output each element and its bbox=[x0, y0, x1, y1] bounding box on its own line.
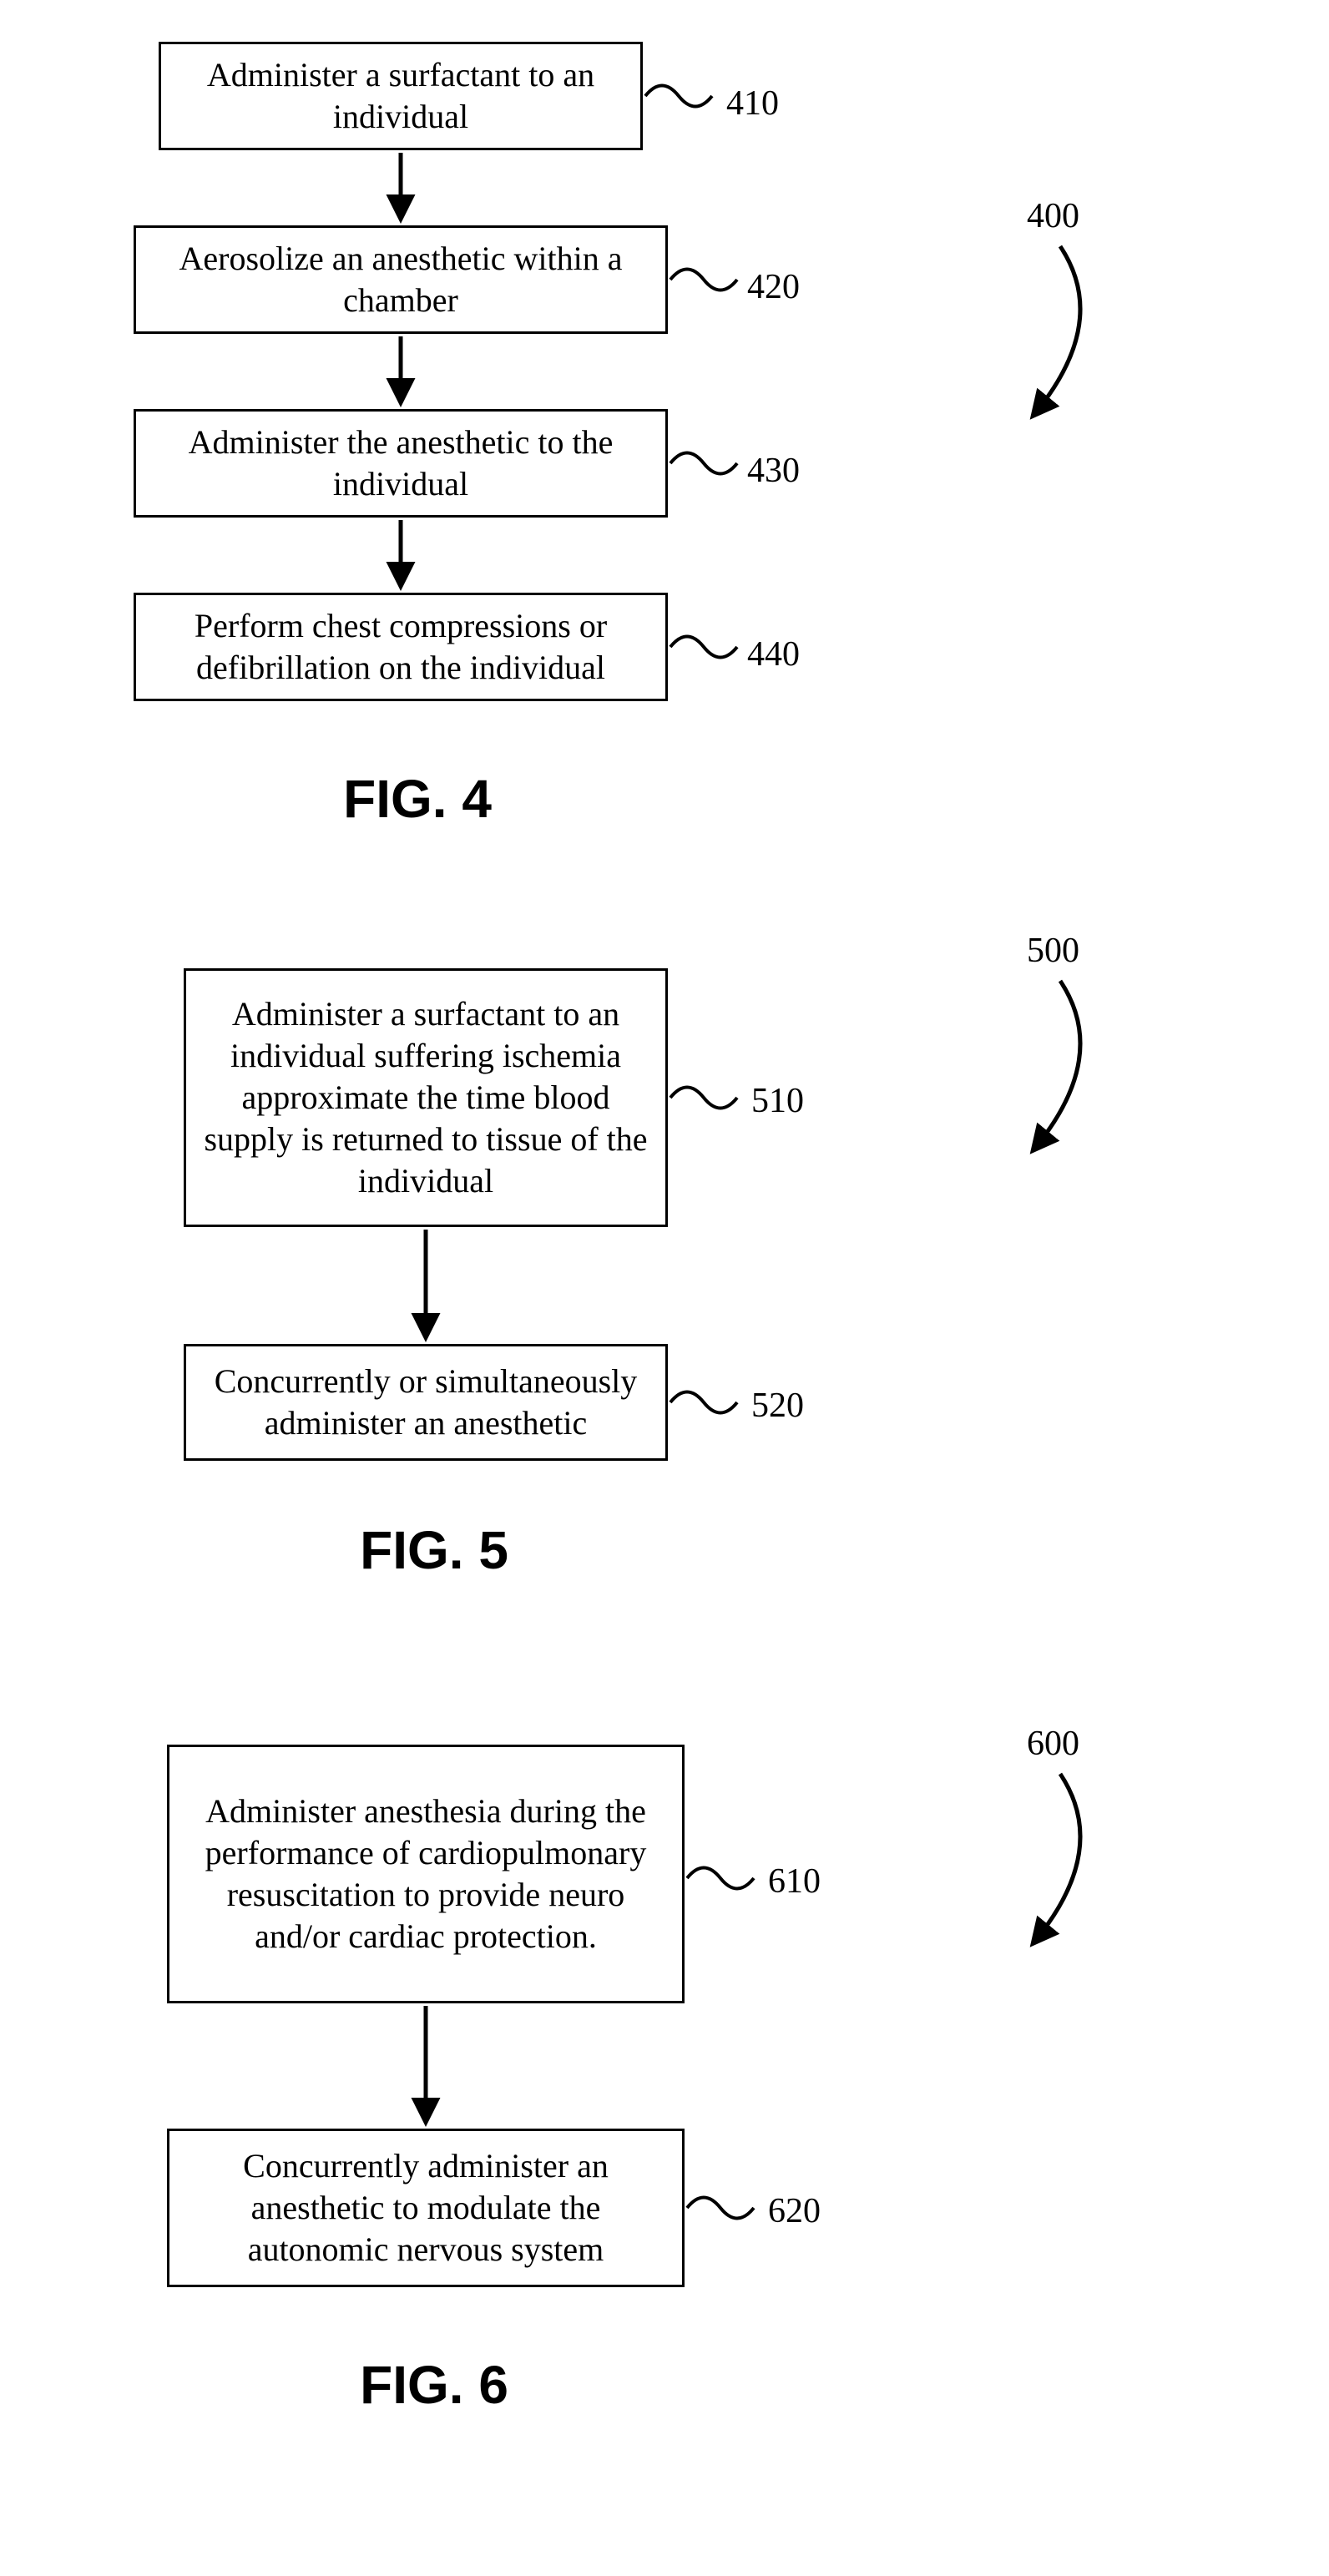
fig5-step-2: Concurrently or simultaneously administe… bbox=[184, 1344, 668, 1461]
fig4-title: FIG. 4 bbox=[317, 768, 518, 830]
fig4-step-2-text: Aerosolize an anesthetic within a chambe… bbox=[153, 238, 649, 321]
fig4-step-2: Aerosolize an anesthetic within a chambe… bbox=[134, 225, 668, 334]
fig4-step-4: Perform chest compressions or defibrilla… bbox=[134, 593, 668, 701]
fig6-step-2: Concurrently administer an anesthetic to… bbox=[167, 2129, 685, 2287]
fig4-step-4-ref: 440 bbox=[747, 634, 800, 674]
fig4-step-1-ref: 410 bbox=[726, 83, 779, 124]
figure-4: Administer a surfactant to an individual… bbox=[0, 0, 1329, 885]
fig5-step-1-text: Administer a surfactant to an individual… bbox=[203, 993, 649, 1202]
fig4-step-1-text: Administer a surfactant to an individual bbox=[178, 54, 624, 138]
fig4-step-1: Administer a surfactant to an individual bbox=[159, 42, 643, 150]
fig5-step-2-ref: 520 bbox=[751, 1386, 804, 1426]
fig4-ref: 400 bbox=[1027, 196, 1079, 236]
fig4-step-3-text: Administer the anesthetic to the individ… bbox=[153, 422, 649, 505]
fig6-step-1: Administer anesthesia during the perform… bbox=[167, 1745, 685, 2003]
fig4-step-4-text: Perform chest compressions or defibrilla… bbox=[153, 605, 649, 689]
fig4-step-3-ref: 430 bbox=[747, 451, 800, 491]
fig4-step-3: Administer the anesthetic to the individ… bbox=[134, 409, 668, 518]
fig6-step-1-ref: 610 bbox=[768, 1861, 821, 1902]
fig5-title: FIG. 5 bbox=[334, 1519, 534, 1581]
fig6-ref: 600 bbox=[1027, 1724, 1079, 1764]
fig6-step-1-text: Administer anesthesia during the perform… bbox=[186, 1791, 665, 1957]
fig6-step-2-ref: 620 bbox=[768, 2191, 821, 2231]
fig5-step-2-text: Concurrently or simultaneously administe… bbox=[203, 1361, 649, 1444]
page: Administer a surfactant to an individual… bbox=[0, 0, 1329, 2576]
figure-6: Administer anesthesia during the perform… bbox=[0, 1678, 1329, 2513]
fig5-step-1: Administer a surfactant to an individual… bbox=[184, 968, 668, 1227]
figure-5: Administer a surfactant to an individual… bbox=[0, 902, 1329, 1669]
fig4-step-2-ref: 420 bbox=[747, 267, 800, 307]
fig6-step-2-text: Concurrently administer an anesthetic to… bbox=[186, 2145, 665, 2270]
fig5-ref: 500 bbox=[1027, 931, 1079, 971]
fig5-step-1-ref: 510 bbox=[751, 1081, 804, 1121]
fig6-title: FIG. 6 bbox=[334, 2354, 534, 2416]
